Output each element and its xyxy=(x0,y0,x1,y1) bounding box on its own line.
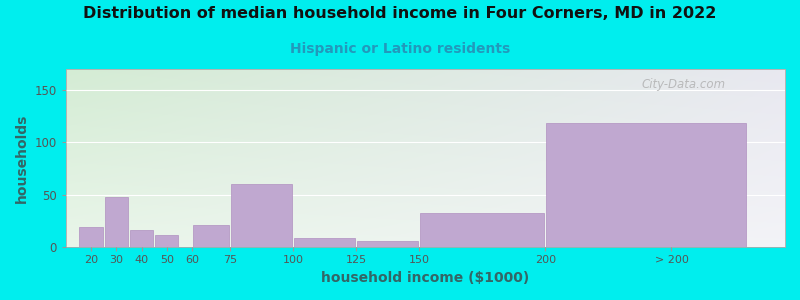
Bar xyxy=(155,235,178,247)
Text: Distribution of median household income in Four Corners, MD in 2022: Distribution of median household income … xyxy=(83,6,717,21)
Y-axis label: households: households xyxy=(15,113,29,203)
Bar xyxy=(193,225,229,247)
Bar xyxy=(294,238,355,247)
Text: Hispanic or Latino residents: Hispanic or Latino residents xyxy=(290,42,510,56)
Bar xyxy=(105,197,128,247)
Bar xyxy=(231,184,292,247)
Bar xyxy=(357,241,418,247)
Bar xyxy=(420,212,544,247)
Bar xyxy=(79,227,102,247)
Text: City-Data.com: City-Data.com xyxy=(641,78,726,91)
X-axis label: household income ($1000): household income ($1000) xyxy=(322,271,530,285)
Bar xyxy=(130,230,153,247)
Bar xyxy=(546,124,746,247)
